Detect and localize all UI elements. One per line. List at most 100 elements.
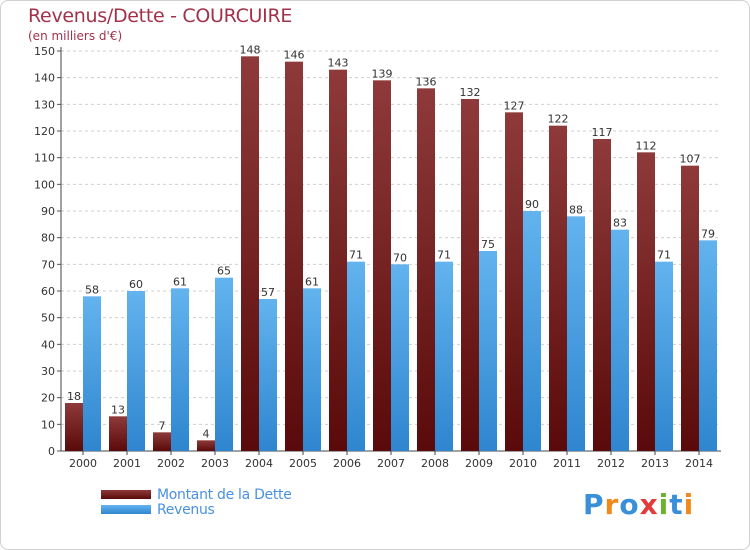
debt-value-label: 139 xyxy=(372,67,393,80)
legend-item-revenue: Revenus xyxy=(101,501,292,518)
revenue-bar xyxy=(479,251,497,451)
x-tick-label: 2008 xyxy=(421,457,449,470)
x-tick-label: 2001 xyxy=(113,457,141,470)
debt-bar xyxy=(549,125,567,452)
revenue-value-label: 57 xyxy=(261,286,275,299)
revenue-bar xyxy=(391,264,409,451)
y-tick-label: 150 xyxy=(34,45,55,58)
revenue-value-label: 71 xyxy=(349,249,363,262)
y-tick-label: 90 xyxy=(41,205,55,218)
logo-letter: o xyxy=(619,488,640,521)
debt-bar xyxy=(241,56,259,451)
revenue-bar xyxy=(215,277,233,451)
y-tick-label: 110 xyxy=(34,152,55,165)
chart-subtitle: (en milliers d'€) xyxy=(28,29,123,43)
debt-value-label: 107 xyxy=(680,153,701,166)
revenue-bar xyxy=(303,288,321,451)
revenue-bar xyxy=(655,261,673,451)
debt-value-label: 132 xyxy=(460,86,481,99)
revenue-bar xyxy=(259,299,277,451)
y-tick-label: 120 xyxy=(34,125,55,138)
chart-title: Revenus/Dette - COURCUIRE xyxy=(28,5,293,27)
legend-label-revenue: Revenus xyxy=(157,501,215,518)
y-tick-label: 100 xyxy=(34,178,55,191)
debt-bar xyxy=(65,403,83,451)
y-tick-label: 10 xyxy=(41,418,55,431)
debt-bar xyxy=(109,416,127,451)
debt-value-label: 18 xyxy=(67,390,81,403)
debt-bar xyxy=(637,152,655,452)
y-tick-label: 140 xyxy=(34,72,55,85)
debt-bar xyxy=(285,61,303,452)
revenue-value-label: 70 xyxy=(393,251,407,264)
debt-bar xyxy=(153,432,171,451)
y-tick-label: 70 xyxy=(41,258,55,271)
logo-letter: x xyxy=(639,488,659,521)
legend: Montant de la Dette Revenus xyxy=(101,486,292,518)
x-tick-label: 2010 xyxy=(509,457,537,470)
logo-letter: i xyxy=(658,488,670,521)
x-tick-label: 2000 xyxy=(69,457,97,470)
x-tick-label: 2014 xyxy=(685,457,713,470)
logo-letter: i xyxy=(683,488,695,521)
logo-letter: P xyxy=(583,488,605,521)
revenue-value-label: 71 xyxy=(437,249,451,262)
debt-swatch xyxy=(101,490,151,499)
debt-bar xyxy=(681,165,699,451)
debt-value-label: 13 xyxy=(111,403,125,416)
debt-bar xyxy=(505,112,523,451)
x-tick-label: 2007 xyxy=(377,457,405,470)
debt-value-label: 143 xyxy=(328,57,349,70)
y-tick-label: 130 xyxy=(34,98,55,111)
revenue-value-label: 90 xyxy=(525,198,539,211)
revenue-value-label: 83 xyxy=(613,217,627,230)
revenue-value-label: 71 xyxy=(657,249,671,262)
revenue-bar xyxy=(523,211,541,451)
debt-value-label: 112 xyxy=(636,139,657,152)
revenue-value-label: 79 xyxy=(701,227,715,240)
y-tick-label: 30 xyxy=(41,365,55,378)
debt-value-label: 4 xyxy=(203,427,210,440)
x-tick-label: 2012 xyxy=(597,457,625,470)
revenue-swatch xyxy=(101,505,151,514)
x-tick-label: 2013 xyxy=(641,457,669,470)
debt-value-label: 117 xyxy=(592,126,613,139)
y-tick-label: 80 xyxy=(41,232,55,245)
debt-value-label: 7 xyxy=(159,419,166,432)
debt-value-label: 136 xyxy=(416,75,437,88)
y-tick-label: 50 xyxy=(41,312,55,325)
x-tick-label: 2011 xyxy=(553,457,581,470)
debt-bar xyxy=(461,99,479,451)
logo-letter: t xyxy=(669,488,684,521)
debt-bar xyxy=(197,440,215,451)
debt-value-label: 127 xyxy=(504,99,525,112)
logo-letter: r xyxy=(604,488,620,521)
legend-item-debt: Montant de la Dette xyxy=(101,486,292,503)
x-tick-label: 2005 xyxy=(289,457,317,470)
revenue-bar xyxy=(171,288,189,451)
debt-value-label: 146 xyxy=(284,49,305,62)
revenue-bar xyxy=(127,291,145,451)
x-tick-label: 2009 xyxy=(465,457,493,470)
revenue-bar xyxy=(435,261,453,451)
revenue-bar xyxy=(699,240,717,451)
debt-bar xyxy=(593,139,611,451)
revenue-bar xyxy=(567,216,585,451)
y-tick-label: 0 xyxy=(48,445,55,458)
debt-bar xyxy=(373,80,391,451)
x-tick-label: 2004 xyxy=(245,457,273,470)
proxiti-logo: Proxiti xyxy=(583,488,694,521)
revenue-value-label: 61 xyxy=(173,275,187,288)
revenue-value-label: 61 xyxy=(305,275,319,288)
debt-bar xyxy=(417,88,435,451)
revenue-value-label: 60 xyxy=(129,278,143,291)
y-tick-label: 20 xyxy=(41,392,55,405)
x-tick-label: 2002 xyxy=(157,457,185,470)
x-tick-label: 2003 xyxy=(201,457,229,470)
revenue-value-label: 65 xyxy=(217,265,231,278)
revenue-value-label: 88 xyxy=(569,203,583,216)
revenue-bar xyxy=(347,261,365,451)
revenue-bar xyxy=(83,296,101,451)
debt-value-label: 122 xyxy=(548,113,569,126)
legend-label-debt: Montant de la Dette xyxy=(157,486,292,503)
